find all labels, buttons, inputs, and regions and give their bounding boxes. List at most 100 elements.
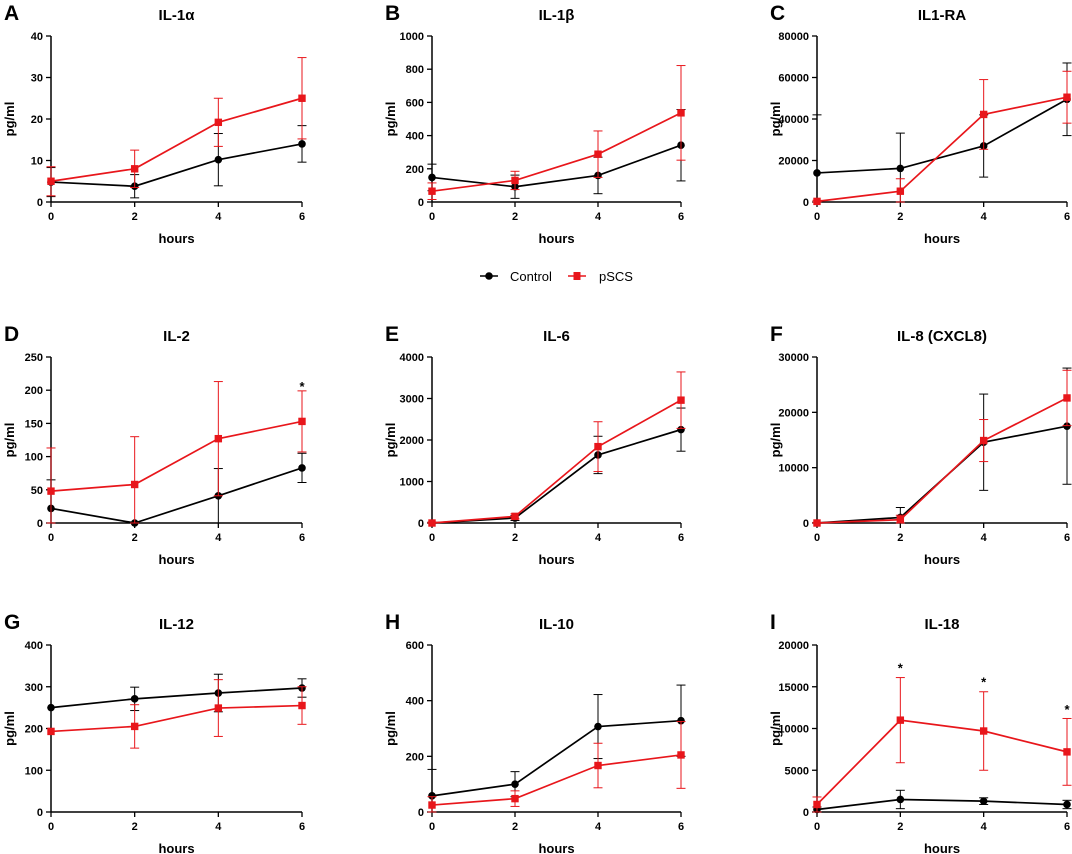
- y-axis-label: pg/ml: [2, 423, 17, 458]
- data-point-square: [130, 165, 139, 173]
- y-tick-label: 200: [25, 724, 43, 736]
- x-tick-label: 4: [595, 532, 602, 544]
- panel-title: IL-10: [539, 616, 574, 633]
- data-point-circle: [594, 722, 602, 731]
- x-axis-label: hours: [158, 552, 194, 567]
- y-tick-label: 400: [406, 696, 424, 708]
- data-point-circle: [677, 716, 685, 725]
- chart-panel-b: B IL-1β 0 200 400 600 800 1000 0 2 4 6 hours pg/ml: [383, 2, 686, 246]
- series-line: [816, 397, 1068, 524]
- series-line: [50, 687, 303, 709]
- series-control: [427, 684, 686, 813]
- x-axis-label: hours: [158, 841, 194, 854]
- panel-title: IL-6: [543, 328, 570, 345]
- panel-title: IL-18: [924, 616, 959, 633]
- data-point-circle: [677, 425, 685, 434]
- data-point-square: [1063, 748, 1071, 756]
- y-tick-label: 600: [406, 97, 424, 109]
- x-tick-label: 4: [595, 821, 602, 833]
- y-tick-label: 4000: [400, 352, 424, 364]
- chart-panel-c: C IL1-RA 0 20000 40000 60000 80000 0 2 4 6 hours pg/…: [768, 2, 1072, 246]
- series-line: [816, 719, 1068, 806]
- series-line: [816, 798, 1068, 811]
- data-point-circle: [130, 695, 139, 703]
- data-point-circle: [298, 140, 306, 148]
- y-tick-label: 600: [406, 640, 424, 652]
- x-tick-label: 4: [595, 211, 602, 223]
- y-tick-label: 20000: [778, 640, 809, 652]
- data-point-square: [813, 800, 821, 809]
- y-tick-label: 15000: [778, 682, 809, 694]
- y-axis-label: pg/ml: [383, 423, 398, 458]
- y-tick-label: 3000: [400, 394, 424, 406]
- series-control: [427, 109, 686, 199]
- y-tick-label: 30000: [778, 352, 809, 364]
- panel-letter: C: [770, 2, 785, 25]
- panel-letter: E: [385, 323, 399, 346]
- chart-panel-d: D IL-2 0 50 100 150 200 250 0 2 4 6 hours pg/ml *: [2, 323, 307, 567]
- x-axis-label: hours: [538, 231, 574, 246]
- chart-panel-f: F IL-8 (CXCL8) 0 10000 20000 30000 0 2 4 6 hours pg…: [768, 323, 1072, 567]
- x-tick-label: 0: [814, 211, 820, 223]
- x-tick-label: 0: [48, 211, 54, 223]
- x-tick-label: 2: [897, 821, 903, 833]
- data-point-circle: [47, 703, 55, 712]
- y-tick-label: 0: [418, 197, 424, 209]
- data-point-square: [677, 396, 685, 404]
- data-point-circle: [1063, 800, 1071, 809]
- data-point-circle: [896, 795, 905, 804]
- significance-star: *: [898, 660, 904, 675]
- x-tick-label: 2: [132, 211, 138, 223]
- panel-letter: D: [4, 323, 19, 346]
- y-tick-label: 1000: [400, 31, 424, 43]
- data-point-square: [428, 801, 436, 809]
- data-point-square: [47, 727, 55, 736]
- x-tick-label: 2: [897, 532, 903, 544]
- data-point-circle: [813, 169, 821, 177]
- data-point-circle: [428, 173, 436, 182]
- x-tick-label: 2: [512, 532, 518, 544]
- y-tick-label: 0: [37, 518, 43, 530]
- y-tick-label: 0: [803, 807, 809, 819]
- chart-panel-e: E IL-6 0 1000 2000 3000 4000 0 2 4 6 hours pg/ml: [383, 323, 686, 567]
- x-tick-label: 6: [678, 821, 684, 833]
- data-point-circle: [511, 780, 519, 788]
- y-tick-label: 60000: [778, 73, 809, 85]
- x-tick-label: 6: [299, 532, 305, 544]
- data-point-square: [130, 722, 139, 731]
- series-line: [816, 425, 1068, 524]
- series-line: [816, 98, 1068, 174]
- series-control: [812, 789, 1072, 814]
- y-tick-label: 100: [25, 452, 43, 464]
- data-point-square: [47, 487, 55, 495]
- y-tick-label: 800: [406, 64, 424, 76]
- error-bar: [46, 447, 56, 524]
- x-tick-label: 4: [981, 211, 988, 223]
- series-line: [431, 428, 682, 524]
- legend-label-pscs: pSCS: [599, 269, 633, 284]
- series-pscs: [427, 371, 686, 527]
- y-tick-label: 300: [25, 682, 43, 694]
- x-axis-label: hours: [924, 552, 960, 567]
- x-tick-label: 4: [215, 532, 222, 544]
- x-tick-label: 4: [215, 821, 222, 833]
- data-point-square: [214, 118, 223, 127]
- significance-star: *: [1064, 702, 1070, 717]
- y-tick-label: 40000: [778, 114, 809, 126]
- x-tick-label: 2: [132, 821, 138, 833]
- error-bar: [130, 436, 140, 524]
- series-pscs: [427, 65, 686, 201]
- y-axis-label: pg/ml: [383, 711, 398, 746]
- data-point-square: [428, 519, 436, 527]
- data-point-square: [594, 150, 602, 158]
- data-point-circle: [214, 155, 223, 164]
- y-tick-label: 200: [406, 164, 424, 176]
- data-point-circle: [979, 797, 988, 805]
- y-tick-label: 400: [406, 131, 424, 143]
- series-line: [50, 97, 303, 183]
- panel-title: IL-8 (CXCL8): [897, 328, 987, 345]
- series-pscs: [812, 369, 1072, 527]
- data-point-square: [1063, 394, 1071, 402]
- legend: Control pSCS: [480, 269, 633, 284]
